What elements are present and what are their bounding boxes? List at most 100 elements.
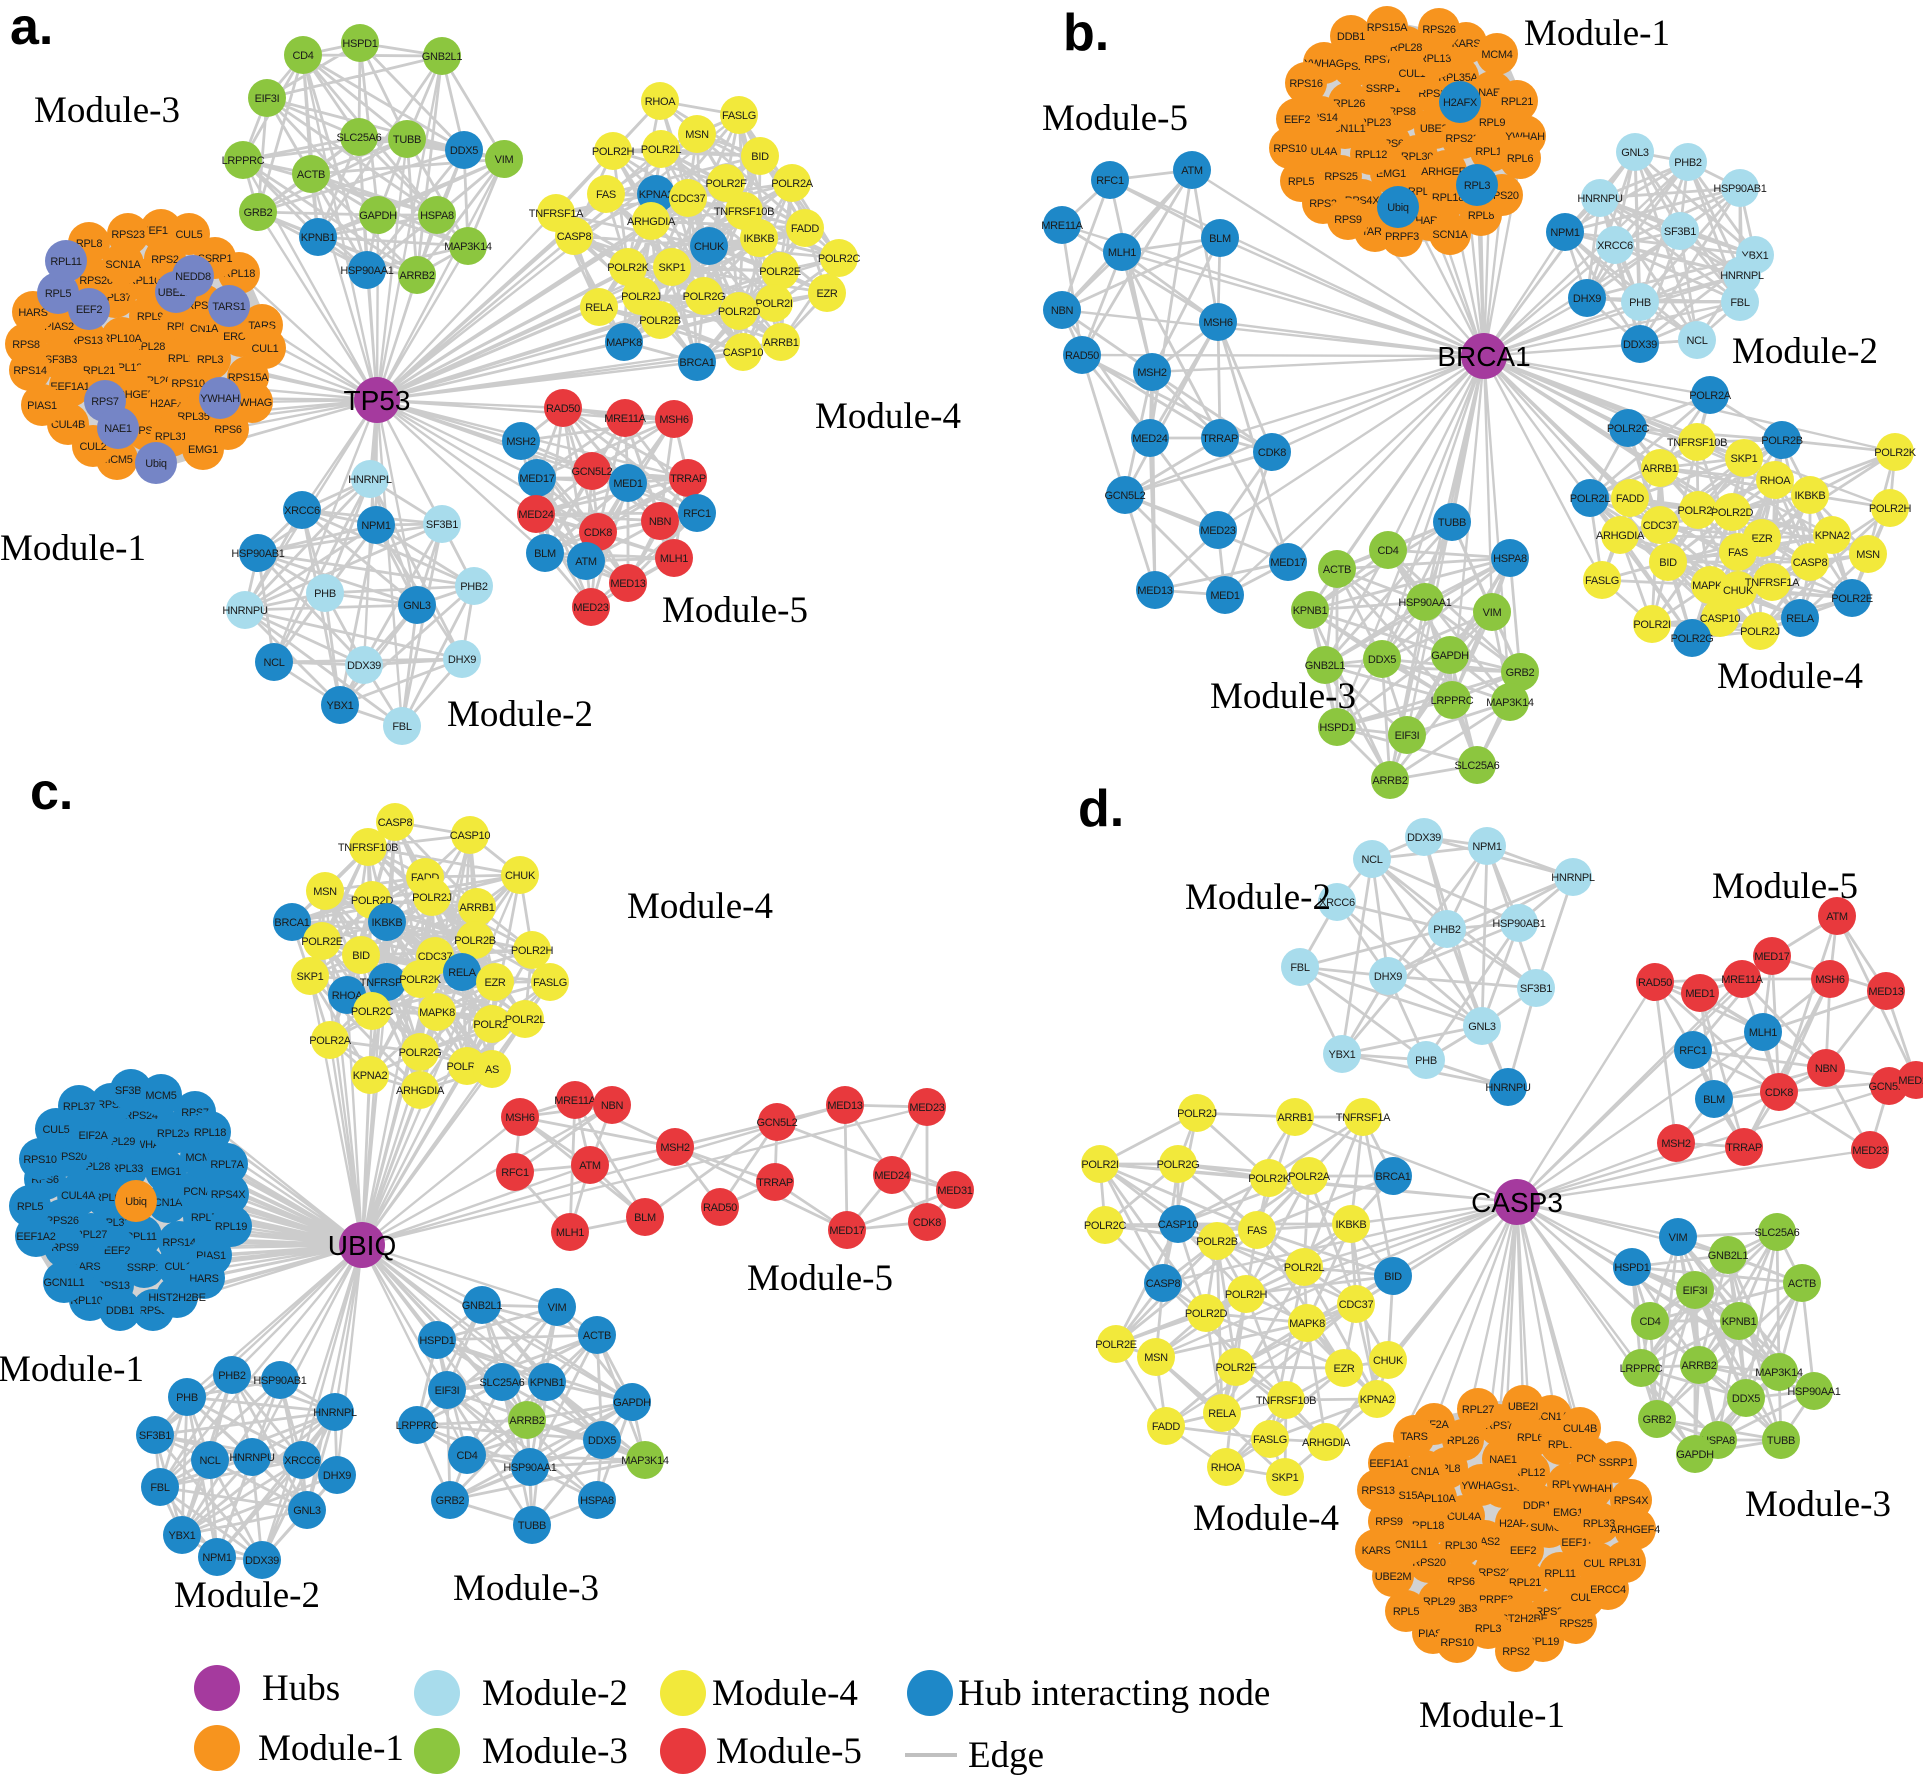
svg-text:POLR2F: POLR2F [1216,1362,1258,1374]
svg-text:POLR2G: POLR2G [399,1047,442,1059]
svg-text:EEF2: EEF2 [76,304,102,316]
svg-text:BRCA1: BRCA1 [274,917,309,929]
svg-text:POLR2H: POLR2H [1225,1289,1268,1301]
svg-text:RFC1: RFC1 [1096,175,1124,187]
svg-text:MED13: MED13 [1868,986,1903,998]
svg-text:FBL: FBL [392,721,411,733]
svg-text:SLC25A6: SLC25A6 [480,1377,525,1389]
svg-text:SF3B3: SF3B3 [45,354,77,366]
svg-text:KPNB1: KPNB1 [1722,1316,1757,1328]
svg-text:POLR2K: POLR2K [607,262,650,274]
svg-text:HNRNPL: HNRNPL [313,1407,357,1419]
svg-text:RPL26: RPL26 [1447,1435,1479,1447]
svg-text:CDK8: CDK8 [584,527,612,539]
svg-text:RPS16: RPS16 [1289,78,1323,90]
svg-text:MSN: MSN [1856,549,1880,561]
svg-text:Module-2: Module-2 [1185,877,1331,918]
svg-text:RPS26: RPS26 [45,1215,79,1227]
svg-text:POLR2D: POLR2D [1711,507,1754,519]
svg-text:RPS10: RPS10 [1273,143,1307,155]
svg-text:SLC25A6: SLC25A6 [337,132,382,144]
svg-text:TARS: TARS [1400,1431,1427,1443]
svg-text:ARRB1: ARRB1 [1277,1112,1312,1124]
svg-text:POLR2J: POLR2J [412,892,452,904]
svg-text:POLR2K: POLR2K [1874,447,1917,459]
svg-text:DHX9: DHX9 [448,654,476,666]
svg-text:SCN1A: SCN1A [1432,229,1468,241]
svg-text:BLM: BLM [534,548,556,560]
svg-text:RPL6: RPL6 [1517,1432,1543,1444]
svg-text:FBL: FBL [1730,297,1749,309]
svg-text:ATM: ATM [575,556,597,568]
svg-text:MSH6: MSH6 [1203,317,1233,329]
svg-text:GAPDH: GAPDH [359,210,397,222]
svg-text:POLR2L: POLR2L [1570,493,1611,505]
svg-text:RPS9: RPS9 [1334,214,1362,226]
svg-text:MED24: MED24 [518,509,553,521]
svg-text:MLH1: MLH1 [556,1227,584,1239]
svg-text:RPL8: RPL8 [1468,210,1494,222]
svg-text:HSP90AB1: HSP90AB1 [253,1375,306,1387]
svg-text:ARHGEF4: ARHGEF4 [1610,1524,1660,1536]
svg-text:CUL5: CUL5 [43,1124,70,1136]
svg-text:Hubs: Hubs [262,1668,340,1709]
svg-text:GAPDH: GAPDH [1676,1449,1714,1461]
svg-text:Module-5: Module-5 [662,590,808,631]
svg-text:RPS23: RPS23 [1445,133,1479,145]
svg-text:GNB2L1: GNB2L1 [1708,1250,1749,1262]
svg-text:Module-4: Module-4 [1193,1498,1339,1539]
svg-text:POLR2L: POLR2L [641,144,682,156]
svg-text:YWHAG: YWHAG [1461,1480,1501,1492]
svg-text:Ubiq: Ubiq [125,1196,147,1208]
svg-text:NAE1: NAE1 [104,423,132,435]
svg-text:POLR2B: POLR2B [639,315,681,327]
svg-text:POLR2B: POLR2B [1761,435,1803,447]
svg-text:HNRNPU: HNRNPU [229,1452,275,1464]
svg-text:RPS9: RPS9 [51,1242,79,1254]
svg-text:TUBB: TUBB [1438,517,1466,529]
svg-text:RPL33: RPL33 [111,1163,143,1175]
svg-text:GNL3: GNL3 [403,600,431,612]
svg-text:Ubiq: Ubiq [1387,202,1409,214]
svg-text:XRCC6: XRCC6 [1319,897,1355,909]
svg-text:CDK8: CDK8 [1765,1087,1793,1099]
svg-text:RPL21: RPL21 [1501,96,1533,108]
svg-text:RPS9: RPS9 [1375,1516,1403,1528]
svg-text:RPS8: RPS8 [12,339,40,351]
svg-text:MED17: MED17 [1754,951,1789,963]
svg-text:EEF2: EEF2 [1510,1545,1536,1557]
svg-text:XRCC6: XRCC6 [1597,240,1633,252]
svg-text:UBE2I: UBE2I [1508,1401,1539,1413]
svg-text:CUL4A: CUL4A [61,1190,96,1202]
svg-text:MED17: MED17 [1270,557,1305,569]
svg-text:HSP90AB1: HSP90AB1 [1492,918,1545,930]
svg-text:MSH2: MSH2 [660,1142,690,1154]
svg-text:HSP90AA1: HSP90AA1 [503,1462,556,1474]
svg-text:VIM: VIM [1483,607,1502,619]
svg-text:Module-1: Module-1 [1419,1695,1565,1736]
svg-text:RPL8: RPL8 [76,238,102,250]
svg-text:GNL3: GNL3 [1621,147,1649,159]
svg-text:MAPK8: MAPK8 [606,337,642,349]
svg-text:CDC37: CDC37 [1339,1299,1374,1311]
svg-text:HSP90AB1: HSP90AB1 [1713,183,1766,195]
svg-text:SSRP1: SSRP1 [1366,83,1401,95]
svg-text:MLH1: MLH1 [660,553,688,565]
svg-text:FADD: FADD [1616,493,1644,505]
svg-text:EMG1: EMG1 [1553,1507,1583,1519]
svg-text:POLR2I: POLR2I [1633,619,1671,631]
svg-text:Module-2: Module-2 [1732,331,1878,372]
svg-text:RPL18: RPL18 [1432,192,1464,204]
svg-text:RPL12: RPL12 [1355,149,1387,161]
svg-text:GCN5L2: GCN5L2 [1105,490,1146,502]
svg-text:MAP3K14: MAP3K14 [444,241,492,253]
svg-text:BLM: BLM [1209,233,1231,245]
svg-text:RPS10: RPS10 [1440,1637,1474,1649]
svg-text:RPS2: RPS2 [1502,1646,1530,1658]
svg-text:POLR2B: POLR2B [1196,1236,1238,1248]
svg-text:DDX39: DDX39 [245,1555,279,1567]
svg-text:TNFRSF1A: TNFRSF1A [1336,1112,1391,1124]
svg-text:DHX9: DHX9 [1374,971,1402,983]
svg-text:RPL7A: RPL7A [210,1159,244,1171]
svg-text:Module-1: Module-1 [0,1349,144,1390]
